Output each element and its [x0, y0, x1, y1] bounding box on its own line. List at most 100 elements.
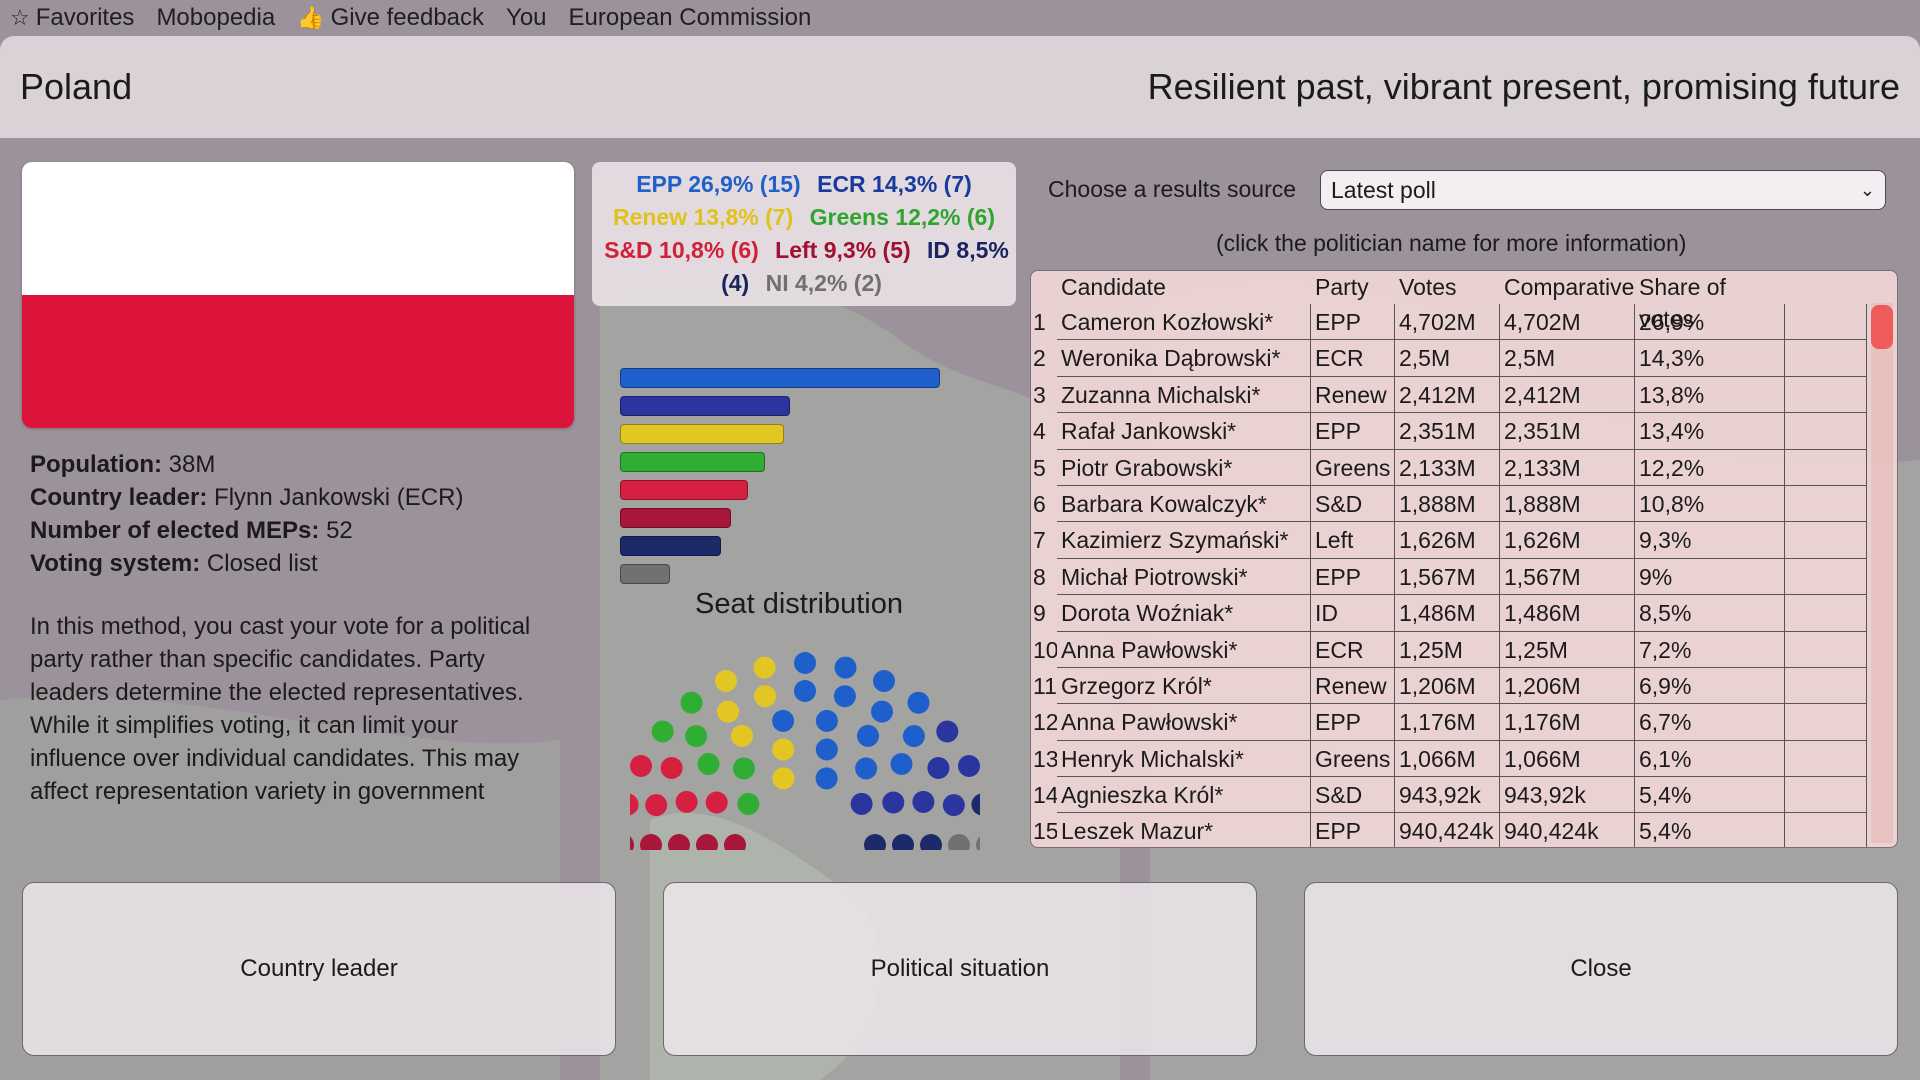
table-cell: 1,066M — [1395, 740, 1500, 778]
seat-epp — [855, 757, 878, 780]
table-cell-empty — [1785, 777, 1867, 814]
table-row: 2 Weronika Dąbrowski* ECR 2,5M 2,5M 14,3% — [1031, 340, 1871, 377]
candidate-name-link[interactable]: Barbara Kowalczyk* — [1057, 485, 1311, 523]
candidate-name-link[interactable]: Dorota Woźniak* — [1057, 595, 1311, 632]
seat-epp — [833, 685, 856, 708]
legend-entry: NI 4,2% (2) — [765, 270, 882, 296]
table-cell: 7 — [1033, 527, 1046, 554]
table-cell: 9 — [1033, 600, 1046, 627]
table-cell: 4,702M — [1395, 304, 1500, 341]
table-cell: EPP — [1311, 413, 1395, 450]
country-title: Poland — [20, 66, 133, 107]
table-row: 12 Anna Pawłowski* EPP 1,176M 1,176M 6,7% — [1031, 704, 1871, 741]
you-item[interactable]: You — [506, 4, 547, 32]
table-cell: 943,92k — [1500, 777, 1635, 814]
european-commission-label: European Commission — [568, 4, 812, 31]
results-source-select[interactable]: Latest poll ⌄ — [1320, 170, 1886, 210]
candidate-name-link[interactable]: Michał Piotrowski* — [1057, 558, 1311, 596]
table-cell: 6,9% — [1635, 667, 1785, 705]
give-feedback-item[interactable]: 👍 Give feedback — [297, 4, 484, 32]
candidate-name-link[interactable]: Zuzanna Michalski* — [1057, 376, 1311, 414]
table-cell-empty — [1785, 340, 1867, 377]
table-cell: 13,4% — [1635, 413, 1785, 450]
table-cell: Greens — [1311, 740, 1395, 778]
table-cell: 15 — [1033, 818, 1057, 845]
table-cell-empty — [1785, 558, 1867, 596]
country-header: Poland Resilient past, vibrant present, … — [0, 36, 1920, 138]
table-body: 1 Cameron Kozłowski* EPP 4,702M 4,702M 26,9% 2… — [1031, 304, 1871, 847]
seat-greens — [732, 757, 755, 780]
seat-sd — [645, 794, 668, 817]
table-cell: 5,4% — [1635, 813, 1785, 847]
voting-system-line: Voting system: Closed list — [30, 550, 318, 577]
table-cell-empty — [1785, 413, 1867, 450]
candidate-name-link[interactable]: Grzegorz Król* — [1057, 667, 1311, 705]
table-cell-empty — [1785, 740, 1867, 778]
table-cell: 1,888M — [1500, 485, 1635, 523]
table-cell-empty — [1785, 485, 1867, 523]
candidate-name-link[interactable]: Anna Pawłowski* — [1057, 631, 1311, 668]
candidate-name-link[interactable]: Agnieszka Król* — [1057, 777, 1311, 814]
share-bar-epp — [620, 368, 940, 388]
table-cell: 1,567M — [1395, 558, 1500, 596]
seat-renew — [717, 700, 739, 723]
table-cell-empty — [1785, 595, 1867, 632]
country-leader-button[interactable]: Country leader — [22, 882, 616, 1056]
seat-renew — [731, 724, 753, 747]
table-scrollbar-thumb[interactable] — [1871, 305, 1893, 349]
give-feedback-label: Give feedback — [330, 4, 485, 31]
table-row: 3 Zuzanna Michalski* Renew 2,412M 2,412M 13,8… — [1031, 376, 1871, 414]
candidate-name-link[interactable]: Leszek Mazur* — [1057, 813, 1311, 847]
table-cell: 1,206M — [1500, 667, 1635, 705]
chevron-down-icon: ⌄ — [1859, 180, 1875, 200]
seat-epp — [815, 767, 838, 790]
european-commission-item[interactable]: European Commission — [569, 4, 812, 32]
col-comparative: Comparative — [1504, 274, 1635, 300]
table-cell: EPP — [1311, 813, 1395, 847]
you-label: You — [506, 4, 547, 31]
star-icon: ☆ — [10, 5, 30, 30]
close-button[interactable]: Close — [1304, 882, 1898, 1056]
seat-epp — [834, 656, 857, 679]
favorites-label: Favorites — [35, 4, 135, 31]
share-bar-greens — [620, 452, 766, 472]
table-row: 6 Barbara Kowalczyk* S&D 1,888M 1,888M 10,8% — [1031, 485, 1871, 523]
table-cell: 940,424k — [1395, 813, 1500, 847]
candidate-name-link[interactable]: Weronika Dąbrowski* — [1057, 340, 1311, 377]
seat-renew — [754, 685, 777, 708]
candidate-name-link[interactable]: Piotr Grabowski* — [1057, 449, 1311, 486]
share-bar-left — [620, 508, 731, 528]
table-row: 7 Kazimierz Szymański* Left 1,626M 1,626M 9,3… — [1031, 522, 1871, 559]
seat-epp — [871, 700, 893, 723]
candidate-name-link[interactable]: Kazimierz Szymański* — [1057, 522, 1311, 559]
seat-left — [696, 834, 718, 850]
political-situation-button[interactable]: Political situation — [663, 882, 1257, 1056]
table-cell: S&D — [1311, 485, 1395, 523]
candidate-name-link[interactable]: Anna Pawłowski* — [1057, 704, 1311, 741]
share-bar-ecr — [620, 396, 791, 416]
candidate-name-link[interactable]: Cameron Kozłowski* — [1057, 304, 1311, 341]
thumbs-up-icon: 👍 — [297, 5, 325, 30]
table-cell: 1,25M — [1500, 631, 1635, 668]
col-votes: Votes — [1399, 274, 1457, 300]
candidate-name-link[interactable]: Henryk Michalski* — [1057, 740, 1311, 778]
seat-sd — [705, 791, 728, 814]
table-scrollbar-track[interactable] — [1871, 303, 1893, 843]
candidate-name-link[interactable]: Rafał Jankowski* — [1057, 413, 1311, 450]
table-row: 14 Agnieszka Król* S&D 943,92k 943,92k 5,4% — [1031, 777, 1871, 814]
table-cell: 7,2% — [1635, 631, 1785, 668]
seat-epp — [902, 725, 925, 748]
table-row: 13 Henryk Michalski* Greens 1,066M 1,066M 6,1… — [1031, 740, 1871, 778]
results-hint: (click the politician name for more info… — [1216, 230, 1687, 256]
table-cell: 9% — [1635, 558, 1785, 596]
table-cell: EPP — [1311, 558, 1395, 596]
table-cell: ECR — [1311, 340, 1395, 377]
mobopedia-item[interactable]: Mobopedia — [156, 4, 275, 32]
table-cell: 1,206M — [1395, 667, 1500, 705]
voting-system-description: In this method, you cast your vote for a… — [30, 613, 531, 805]
table-cell: Renew — [1311, 667, 1395, 705]
seat-id — [971, 793, 980, 816]
favorites-item[interactable]: ☆ Favorites — [10, 4, 134, 32]
share-bar-ni — [620, 564, 670, 584]
legend-entry: Renew 13,8% (7) — [612, 204, 794, 230]
